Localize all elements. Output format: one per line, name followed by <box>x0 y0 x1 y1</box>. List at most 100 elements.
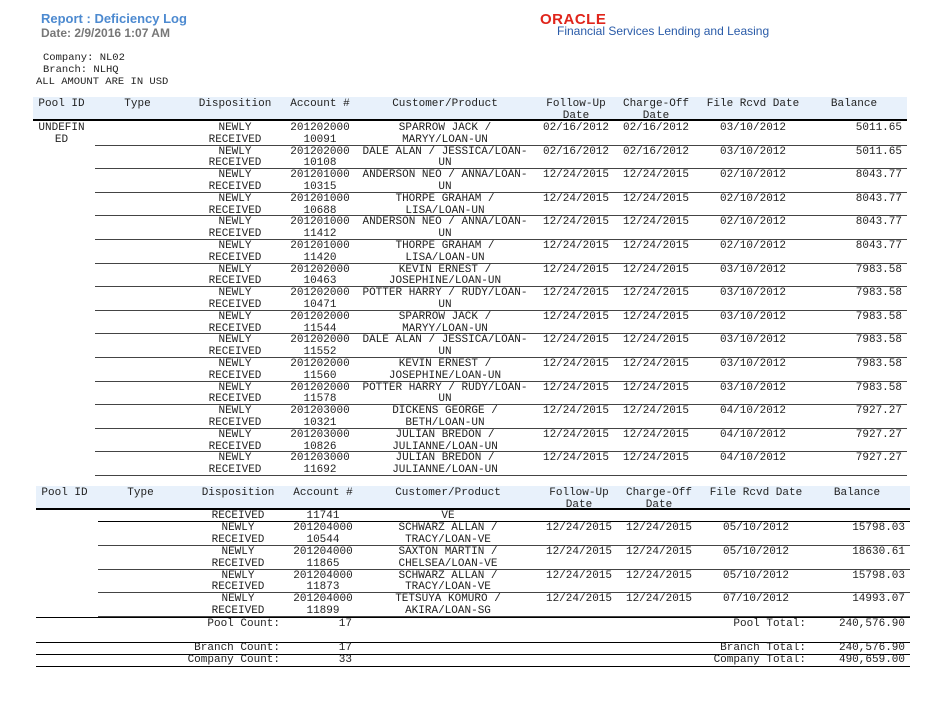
balance-cell: 7983.58 <box>855 287 902 300</box>
customer-product-cell: VE <box>441 510 455 522</box>
line2: RECEIVED <box>208 133 262 146</box>
charge-off-date-cell: 12/24/2015 <box>622 334 689 347</box>
account-number-cell: 201202000 10471 <box>285 287 355 312</box>
line1: NEWLY <box>218 381 252 394</box>
follow-up-date-cell: 12/24/2015 <box>545 522 612 535</box>
disposition-cell: NEWLY RECEIVED <box>190 240 280 265</box>
column-header-line1: Balance <box>833 487 881 499</box>
follow-up-date-cell: 02/16/2012 <box>542 145 609 158</box>
file-rcvd-date-cell: 03/10/2012 <box>719 310 786 323</box>
line2: LISA/LOAN-UN <box>405 251 485 264</box>
customer-product-cell: DALE ALAN / JESSICA/LOAN- UN <box>358 335 532 359</box>
column-header: File Rcvd Date <box>700 98 806 111</box>
summary-total: 240,576.90 <box>838 618 905 630</box>
line2: AKIRA/LOAN-SG <box>405 604 491 617</box>
company-divider <box>36 654 910 655</box>
line1: NEWLY <box>221 569 255 582</box>
line2: RECEIVED <box>208 228 262 241</box>
balance-cell: 7927.27 <box>855 452 902 465</box>
line1: 201204000 <box>293 593 353 606</box>
table-row: NEWLY RECEIVED 201201000 11420 THORPE GRAHAM… <box>33 240 907 264</box>
charge-off-date-cell: 12/24/2015 <box>622 358 689 370</box>
column-header-line1: Disposition <box>198 98 272 110</box>
line1: UNDEFIN <box>38 122 85 134</box>
column-header: Customer/Product <box>361 487 535 500</box>
line1: NEWLY <box>218 192 252 205</box>
line1: NEWLY <box>218 216 252 229</box>
file-rcvd-date-cell: 03/10/2012 <box>719 358 786 370</box>
line1: JULIAN BREDON / <box>395 428 495 441</box>
file-rcvd-date-cell: 03/10/2012 <box>719 263 786 276</box>
disposition-cell: NEWLY RECEIVED <box>190 264 280 289</box>
line1: 201202000 <box>290 358 350 370</box>
table-row: NEWLY RECEIVED 201202000 10471 POTTER HARRY … <box>33 287 907 311</box>
row-divider <box>98 592 910 594</box>
follow-up-date-cell: 12/24/2015 <box>542 334 609 347</box>
follow-up-date-cell: 12/24/2015 <box>542 240 609 252</box>
account-number-cell: 11741 <box>306 510 340 522</box>
column-header-line1: Customer/Product <box>395 487 501 499</box>
file-rcvd-date-cell: 02/10/2012 <box>719 240 786 252</box>
line2: UN <box>438 228 452 241</box>
follow-up-date-cell: 12/24/2015 <box>542 263 609 276</box>
branch-divider <box>36 642 910 643</box>
line1: 201202000 <box>290 122 350 134</box>
row-divider <box>98 615 910 617</box>
line1: 201202000 <box>290 145 350 158</box>
row-divider <box>95 286 907 288</box>
balance-cell: 8043.77 <box>855 240 902 252</box>
line1: DALE ALAN / JESSICA/LOAN- <box>362 145 528 158</box>
file-rcvd-date-cell: 02/10/2012 <box>719 216 786 229</box>
customer-product-cell: ANDERSON NEO / ANNA/LOAN- UN <box>358 217 532 241</box>
line2: JULIANNE/LOAN-UN <box>392 464 498 477</box>
report-date: Date: 2/9/2016 1:07 AM <box>41 26 170 40</box>
line1: NEWLY <box>218 169 252 182</box>
table-row: NEWLY RECEIVED 201202000 10091 SPARROW JACK … <box>33 122 907 146</box>
line2: 10826 <box>303 440 337 453</box>
file-rcvd-date-cell: 04/10/2012 <box>719 452 786 465</box>
charge-off-date-cell: 12/24/2015 <box>622 263 689 276</box>
file-rcvd-date-cell: 02/10/2012 <box>719 192 786 205</box>
line1: 201204000 <box>293 546 353 558</box>
line2: CHELSEA/LOAN-VE <box>398 557 498 570</box>
line1: NEWLY <box>221 593 255 606</box>
line2: RECEIVED <box>208 393 262 406</box>
line2: LISA/LOAN-UN <box>405 204 485 217</box>
customer-product-cell: DICKENS GEORGE / BETH/LOAN-UN <box>358 405 532 430</box>
customer-product-cell: POTTER HARRY / RUDY/LOAN- UN <box>358 382 532 407</box>
file-rcvd-date-cell: 03/10/2012 <box>719 145 786 158</box>
line2: RECEIVED <box>208 180 262 193</box>
line2: UN <box>438 298 452 311</box>
summary-total: 490,659.00 <box>838 654 905 666</box>
line1: NEWLY <box>218 358 252 370</box>
row-divider <box>95 404 907 406</box>
column-header: Follow-Up Date <box>540 98 612 123</box>
summary-total-label: Branch Total: <box>720 642 806 654</box>
table-row: NEWLY RECEIVED 201203000 11692 JULIAN BREDON… <box>33 452 907 476</box>
line2: JULIANNE/LOAN-UN <box>392 440 498 453</box>
pool-id-cell: UNDEFIN ED <box>33 122 90 147</box>
customer-product-cell: TETSUYA KOMURO / AKIRA/LOAN-SG <box>361 593 535 618</box>
account-number-cell: 201201000 10315 <box>285 169 355 194</box>
balance-cell: 5011.65 <box>855 145 902 158</box>
line2: UN <box>438 346 452 359</box>
column-header: Account # <box>285 98 355 111</box>
disposition-cell: NEWLY RECEIVED <box>190 358 280 383</box>
line2: TRACY/LOAN-VE <box>405 534 491 547</box>
file-rcvd-date-cell: 05/10/2012 <box>722 546 789 558</box>
line2: 10688 <box>303 204 337 217</box>
summary-count: 33 <box>338 654 352 666</box>
customer-product-cell: SAXTON MARTIN / CHELSEA/LOAN-VE <box>361 546 535 571</box>
row-divider <box>95 215 907 217</box>
file-rcvd-date-cell: 05/10/2012 <box>722 569 789 582</box>
row-divider <box>98 544 910 546</box>
follow-up-date-cell: 02/16/2012 <box>542 122 609 134</box>
summary-label: Pool Count: <box>207 618 280 630</box>
column-header: Balance <box>806 98 902 111</box>
line1: NEWLY <box>218 310 252 323</box>
column-header-line2: Date <box>565 498 593 511</box>
line1: 201204000 <box>293 569 353 582</box>
charge-off-date-cell: 12/24/2015 <box>622 310 689 323</box>
line2: RECEIVED <box>208 369 262 382</box>
line2: RECEIVED <box>208 275 262 288</box>
